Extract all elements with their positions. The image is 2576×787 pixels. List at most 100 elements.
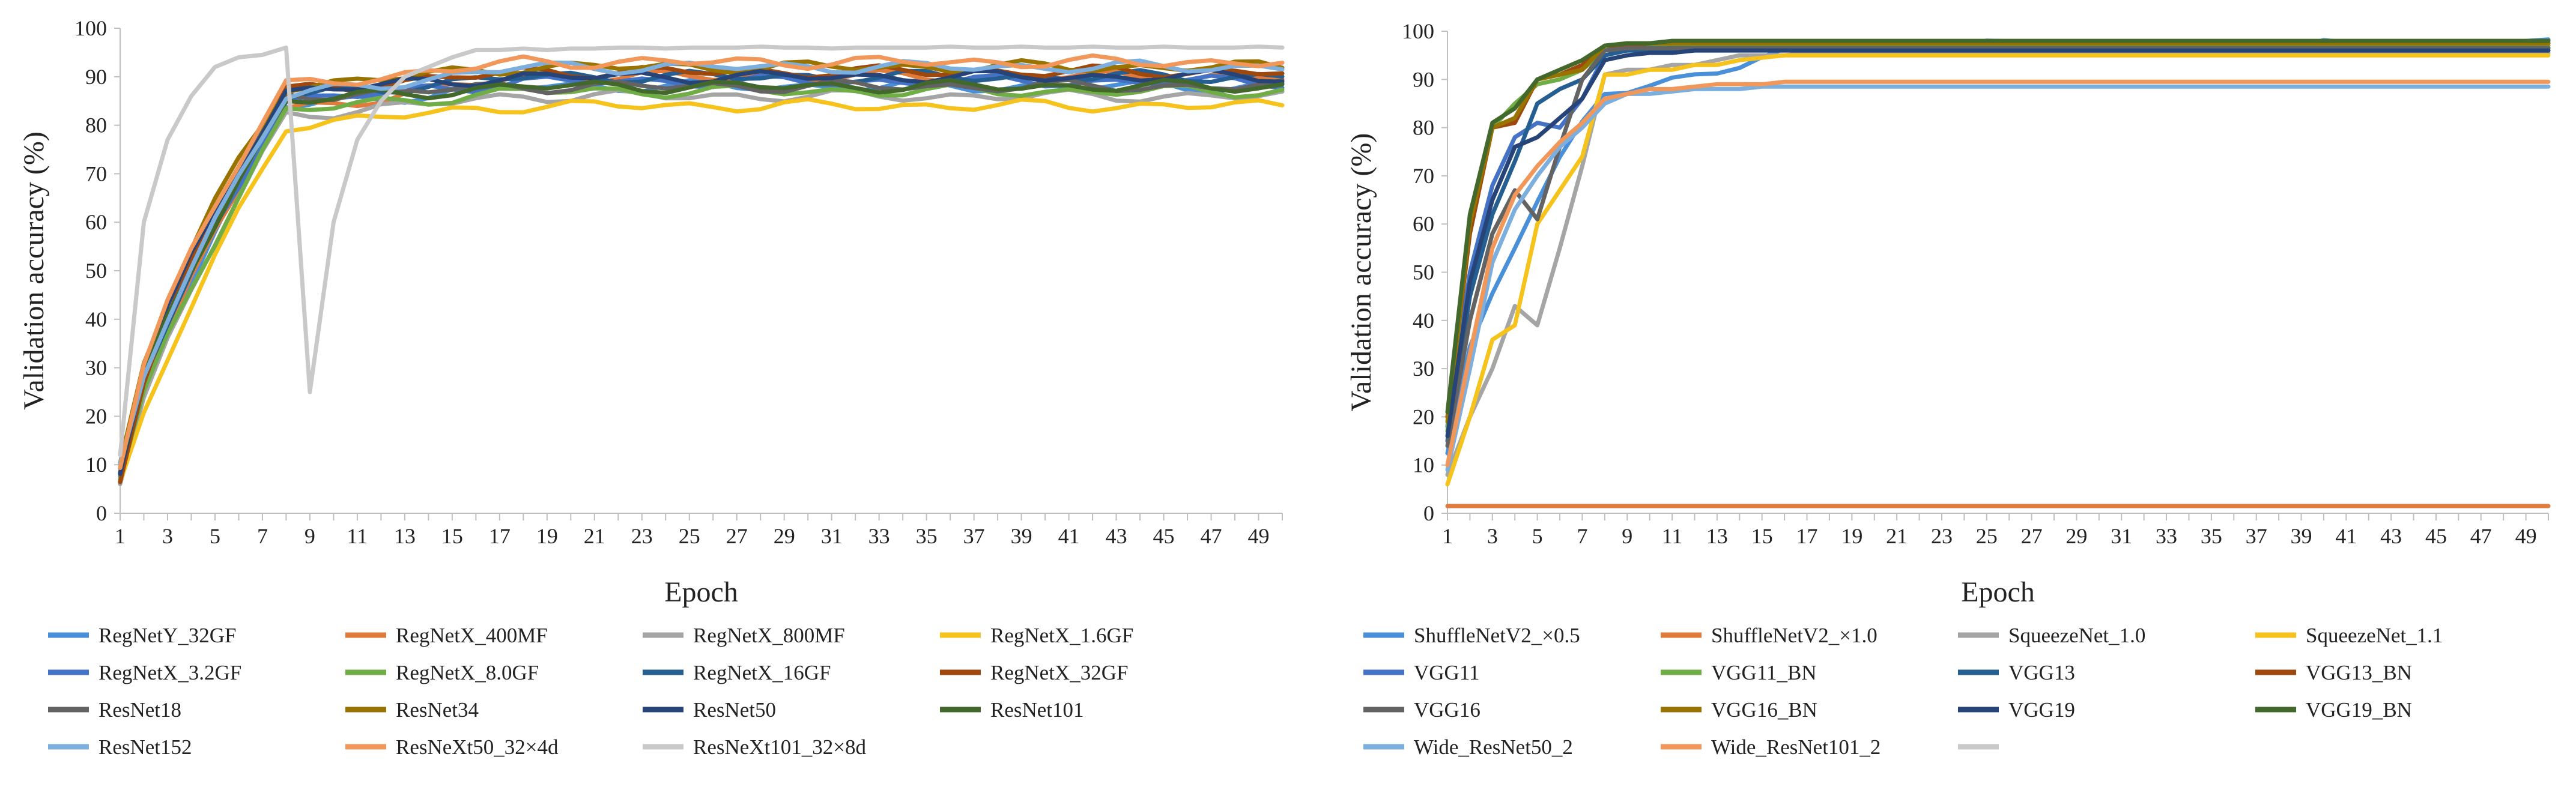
x-tick-label: 21 [584,524,605,548]
series-line-vgg11 [1445,46,2551,429]
legend-label: VGG11 [1414,661,1480,684]
legend-label: SqueezeNet_1.0 [2008,624,2145,647]
legend-label: VGG11_BN [1711,661,1817,684]
legend-label: ResNet18 [98,698,181,722]
x-tick-label: 17 [489,524,511,548]
series-line-regnetx-8-0gf [118,82,1285,481]
legend-label: ShuffleNetV2_×1.0 [1711,624,1877,647]
legend-label: ResNet101 [990,698,1084,722]
x-tick-label: 7 [257,524,268,548]
x-tick-label: 13 [394,524,416,548]
legend-label: RegNetX_32GF [990,661,1128,684]
x-tick-label: 23 [631,524,653,548]
legend-label: RegNetX_16GF [693,661,831,684]
y-tick-label: 10 [1413,453,1434,477]
y-tick-label: 80 [85,113,107,137]
legend-label: ResNet152 [98,735,192,759]
y-tick-label: 50 [85,259,107,283]
series-line-squeezenet-1-1 [1445,53,2551,487]
legend-label: SqueezeNet_1.1 [2306,624,2443,647]
x-tick-label: 33 [868,524,890,548]
x-tick-label: 3 [162,524,173,548]
legend-label: RegNetX_8.0GF [396,661,539,684]
x-tick-label: 39 [2291,524,2312,548]
y-tick-label: 0 [96,501,107,525]
x-tick-label: 11 [1662,524,1683,548]
x-tick-label: 9 [1622,524,1632,548]
y-tick-label: 50 [1413,261,1434,285]
x-tick-label: 7 [1577,524,1587,548]
legend-label: Wide_ResNet50_2 [1414,735,1573,759]
x-tick-label: 47 [1201,524,1222,548]
x-tick-label: 3 [1487,524,1498,548]
legend-label: RegNetX_800MF [693,624,845,647]
x-tick-label: 27 [726,524,748,548]
x-tick-label: 35 [916,524,938,548]
x-tick-label: 13 [1706,524,1728,548]
x-tick-label: 37 [2246,524,2267,548]
x-tick-label: 25 [679,524,700,548]
x-tick-label: 1 [1442,524,1453,548]
y-tick-label: 100 [74,16,107,40]
y-tick-label: 30 [85,356,107,380]
legend-label: RegNetX_400MF [396,624,548,647]
x-tick-label: 43 [1106,524,1127,548]
x-tick-label: 23 [1931,524,1953,548]
y-tick-label: 0 [1423,501,1434,525]
legend-label: VGG16 [1414,698,1480,722]
y-tick-label: 90 [85,65,107,89]
x-tick-label: 45 [2425,524,2447,548]
series-line-resnet34 [118,58,1285,465]
x-tick-label: 37 [963,524,985,548]
x-tick-label: 29 [2065,524,2087,548]
legend-label: VGG16_BN [1711,698,1817,722]
series-line-regnetx-3-2gf [118,73,1285,479]
legend-label: VGG19 [2008,698,2075,722]
x-tick-label: 39 [1011,524,1032,548]
y-tick-label: 70 [1413,164,1434,188]
series-line-squeezenet-1-0 [1445,50,2551,477]
legend-label: ResNeXt101_32×8d [693,735,867,759]
y-tick-label: 40 [85,307,107,331]
x-tick-label: 45 [1153,524,1175,548]
legend-label: RegNetX_1.6GF [990,624,1133,647]
x-tick-label: 5 [210,524,220,548]
y-tick-label: 20 [85,404,107,428]
y-tick-label: 10 [85,453,107,477]
x-tick-label: 41 [2335,524,2357,548]
x-tick-label: 35 [2201,524,2222,548]
y-tick-label: 60 [1413,212,1434,236]
y-axis-title: Validation accuracy (%) [18,131,50,410]
series-line-vgg13 [1445,46,2551,443]
series-line-resnet101 [118,77,1285,470]
y-tick-label: 80 [1413,116,1434,140]
y-tick-label: 90 [1413,67,1434,91]
x-tick-label: 41 [1058,524,1080,548]
x-tick-label: 29 [774,524,795,548]
y-tick-label: 30 [1413,357,1434,381]
x-tick-label: 1 [115,524,126,548]
x-tick-label: 21 [1886,524,1908,548]
x-tick-label: 9 [305,524,315,548]
series-line-vgg19 [1445,48,2551,438]
x-tick-label: 15 [441,524,463,548]
legend-label: ResNet34 [396,698,479,722]
y-tick-label: 70 [85,161,107,185]
series-line-wide-resnet50-2 [1445,84,2551,472]
series-line-regnetx-32gf [118,63,1285,484]
x-axis-title: Epoch [1961,576,2035,608]
x-tick-label: 49 [1248,524,1270,548]
series-line-resnet152 [118,58,1285,466]
x-tick-label: 19 [536,524,558,548]
x-axis-title: Epoch [664,576,738,608]
legend-label: VGG13_BN [2306,661,2412,684]
x-tick-label: 19 [1841,524,1862,548]
y-axis-title: Validation accuracy (%) [1345,133,1377,412]
x-tick-label: 17 [1796,524,1818,548]
legend-label: Wide_ResNet101_2 [1711,735,1880,759]
series-line-resnext50-32-4d [118,53,1285,470]
x-tick-label: 31 [821,524,843,548]
